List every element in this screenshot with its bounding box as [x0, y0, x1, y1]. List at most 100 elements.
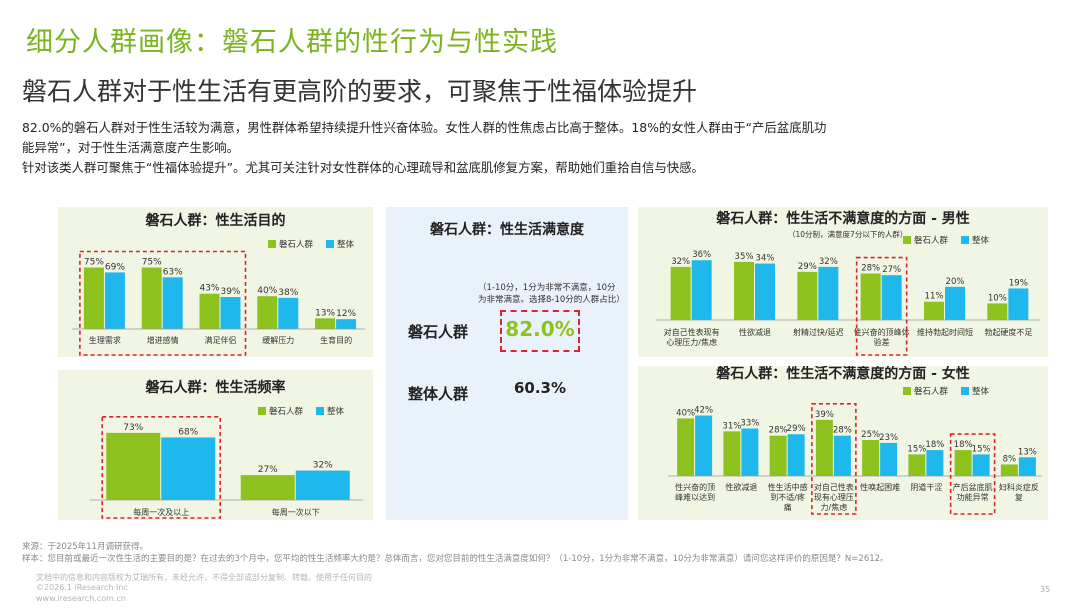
- female-category-2-0: 性生活中感: [768, 482, 808, 492]
- satisfaction-label-panshi: 磐石人群: [408, 323, 469, 341]
- purpose-bar-3-0: [257, 296, 278, 329]
- male-category-3-1: 验差: [874, 337, 890, 347]
- female-legend-swatch-1: [961, 387, 969, 395]
- female-category-3-0: 对自己性表: [814, 482, 854, 492]
- male-bar-4-0: [924, 301, 944, 320]
- male-panel: 磐石人群：性生活不满意度的方面 - 男性 （10分制，满意度7分以下的人群） 磐石人…: [638, 207, 1048, 357]
- purpose-bar-1-1: [162, 277, 183, 329]
- male-category-0-0: 对自己性表现有: [664, 327, 720, 337]
- frequency-value-0-0: 73%: [123, 423, 143, 433]
- purpose-value-0-0: 75%: [84, 258, 104, 268]
- page-title: 细分人群画像：磐石人群的性行为与性实践: [26, 27, 558, 58]
- female-value-5-1: 18%: [925, 440, 944, 450]
- male-bar-0-0: [670, 266, 691, 320]
- male-value-4-0: 11%: [925, 292, 944, 302]
- satisfaction-title: 磐石人群：性生活满意度: [430, 222, 584, 238]
- female-bar-4-0: [862, 440, 880, 476]
- frequency-title: 磐石人群：性生活频率: [145, 379, 286, 396]
- female-category-0-1: 峰难以达到: [675, 492, 715, 502]
- female-bar-4-1: [880, 442, 898, 476]
- female-value-7-0: 8%: [1003, 454, 1017, 464]
- female-value-3-1: 28%: [833, 426, 852, 436]
- footer-source: 来源：于2025年11月调研获得。: [22, 542, 148, 552]
- purpose-category-0-0: 生理需求: [89, 335, 121, 345]
- female-value-6-0: 18%: [954, 440, 973, 450]
- female-bar-3-1: [833, 435, 851, 476]
- purpose-value-0-1: 69%: [105, 262, 125, 272]
- male-value-2-0: 29%: [798, 262, 817, 272]
- frequency-bar-0-0: [106, 432, 161, 500]
- purpose-bar-1-0: [141, 267, 162, 329]
- female-value-1-1: 33%: [740, 418, 759, 428]
- male-category-4-0: 维持勃起时间短: [917, 327, 973, 337]
- female-bar-2-0: [769, 435, 787, 476]
- female-bar-5-1: [926, 450, 944, 476]
- frequency-legend-swatch-0: [258, 407, 266, 415]
- female-legend-label-0: 磐石人群: [914, 386, 949, 397]
- male-value-3-1: 27%: [882, 265, 901, 275]
- male-legend-label-0: 磐石人群: [914, 235, 949, 246]
- female-legend-label-1: 整体: [972, 386, 990, 397]
- female-category-3-2: 力/焦虑: [821, 502, 848, 512]
- male-note: （10分制，满意度7分以下的人群）: [788, 229, 907, 239]
- frequency-highlight-0: [101, 416, 222, 519]
- purpose-highlight-0: [79, 250, 247, 356]
- frequency-value-1-0: 27%: [258, 465, 278, 475]
- footer-copyright-1: 文档中的信息和内容版权为艾瑞所有，未经允许，不得全部或部分复制、转载、使用于任何…: [36, 573, 372, 582]
- male-bar-2-1: [818, 266, 839, 320]
- female-value-7-1: 13%: [1018, 447, 1037, 457]
- frequency-bar-1-0: [240, 475, 295, 500]
- female-highlight-0: [811, 403, 857, 515]
- female-value-5-0: 15%: [907, 444, 926, 454]
- male-category-2-0: 射精过快/延迟: [793, 327, 844, 337]
- purpose-value-1-0: 75%: [142, 258, 162, 268]
- frequency-value-0-1: 68%: [178, 427, 198, 437]
- female-bar-2-1: [787, 434, 805, 476]
- female-bar-5-0: [908, 454, 926, 476]
- female-category-4-0: 性唤起困难: [860, 482, 900, 492]
- frequency-category-1-0: 每周一次以下: [272, 507, 320, 517]
- female-category-6-1: 功能异常: [957, 492, 989, 502]
- male-category-0-1: 心理压力/焦虑: [666, 337, 717, 347]
- male-value-3-0: 28%: [861, 264, 880, 274]
- male-legend-label-1: 整体: [972, 235, 990, 246]
- purpose-legend-label-0: 磐石人群: [279, 239, 314, 250]
- male-category-5-0: 勃起硬度不足: [984, 327, 1032, 337]
- female-bar-6-1: [972, 454, 990, 476]
- female-value-2-1: 29%: [787, 424, 806, 434]
- satisfaction-panel: 磐石人群：性生活满意度 （1-10分，1分为非常不满意，10分 为非常满意。选择…: [386, 207, 628, 520]
- purpose-category-2-0: 满足伴侣: [205, 335, 237, 345]
- female-panel: 磐石人群：性生活不满意度的方面 - 女性 磐石人群 整体 40% 42% 性兴奋的顶 峰难以…: [638, 365, 1048, 520]
- summary-line-2: 能异常”，对于性生活满意度产生影响。: [22, 140, 240, 155]
- frequency-panel: 磐石人群：性生活频率 磐石人群 整体 73% 68% 每周一次及以上 27% 32% 每周一次以…: [58, 370, 373, 520]
- male-bar-1-0: [734, 261, 754, 320]
- purpose-bar-2-0: [199, 293, 220, 329]
- purpose-legend-swatch-1: [326, 240, 334, 248]
- male-bar-3-0: [860, 273, 881, 320]
- male-category-3-0: 性兴奋的顶峰体: [854, 327, 910, 337]
- purpose-bar-0-1: [104, 272, 125, 329]
- frequency-category-0-0: 每周一次及以上: [133, 507, 189, 517]
- purpose-value-1-1: 63%: [163, 267, 183, 277]
- male-bar-3-1: [881, 275, 902, 320]
- purpose-panel: 磐石人群：性生活目的 磐石人群 整体 75% 69% 生理需求 75% 63% 增进感情 43% 3…: [58, 207, 373, 357]
- male-value-5-1: 19%: [1009, 278, 1028, 288]
- frequency-value-1-1: 32%: [313, 461, 333, 471]
- male-bar-4-1: [945, 286, 965, 320]
- female-category-2-2: 痛: [784, 502, 792, 512]
- female-value-4-1: 23%: [879, 433, 898, 443]
- frequency-bar-1-1: [295, 470, 350, 500]
- purpose-legend-swatch-0: [268, 240, 276, 248]
- male-bar-0-1: [691, 260, 712, 320]
- satisfaction-note-2: 为非常满意。选择8-10分的人群占比）: [478, 295, 625, 305]
- male-chart: 磐石人群：性生活不满意度的方面 - 男性 （10分制，满意度7分以下的人群） 磐石人…: [656, 210, 1040, 356]
- male-bar-5-0: [987, 303, 1008, 320]
- female-category-7-0: 妇科炎症反: [999, 482, 1039, 492]
- male-bar-5-1: [1008, 288, 1029, 320]
- female-value-1-0: 31%: [722, 421, 741, 431]
- female-value-0-1: 42%: [694, 406, 713, 416]
- male-legend-swatch-1: [961, 236, 969, 244]
- purpose-title: 磐石人群：性生活目的: [145, 212, 286, 229]
